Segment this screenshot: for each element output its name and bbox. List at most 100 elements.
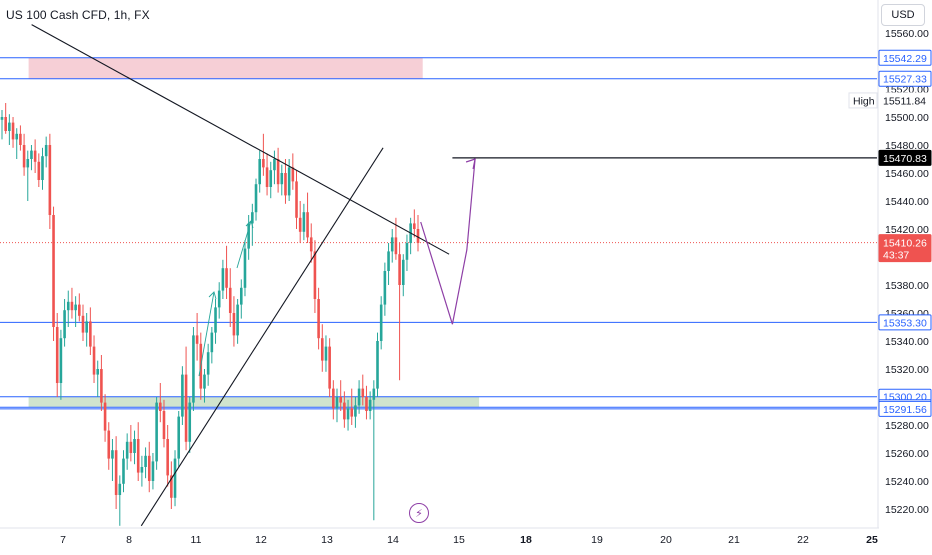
candle-body	[350, 408, 354, 417]
candle-body	[85, 321, 88, 333]
y-tick-label: 15320.00	[885, 364, 929, 376]
candle-body	[92, 346, 96, 375]
candle-body	[8, 122, 11, 131]
candle-body	[0, 117, 4, 120]
candle-body	[413, 223, 416, 229]
candle-body	[33, 150, 37, 162]
x-tick-label: 15	[453, 534, 465, 546]
candle-body	[192, 335, 195, 403]
impulse-arrow	[198, 291, 215, 377]
x-tick-label: 21	[728, 534, 740, 546]
candle-body	[306, 212, 309, 238]
countdown-label: 43:37	[883, 250, 909, 262]
candle-body	[416, 229, 420, 243]
candle-body	[166, 439, 169, 476]
price-label-box	[878, 400, 932, 417]
candle-body	[401, 259, 405, 285]
candle-body	[52, 215, 55, 327]
candle-body	[239, 287, 243, 305]
y-tick-label: 15220.00	[885, 504, 929, 516]
projection-arrowhead	[465, 158, 476, 170]
price-label-box	[878, 234, 932, 263]
candles-layer	[0, 103, 420, 526]
candle-body	[251, 212, 254, 224]
candle-body	[173, 458, 177, 498]
candle-body	[368, 399, 372, 411]
price-axis-background	[878, 0, 932, 550]
candle-body	[184, 374, 188, 442]
candle-body	[162, 411, 166, 439]
trend-layer	[31, 24, 476, 527]
candle-body	[100, 369, 103, 403]
price-label-box	[878, 49, 932, 66]
candle-body	[37, 161, 41, 180]
y-tick-label: 15260.00	[885, 448, 929, 460]
candle-body	[111, 450, 114, 459]
ascending-trendline	[140, 147, 384, 527]
replay-icon[interactable]: ⚡	[409, 503, 429, 523]
candle-body	[284, 173, 287, 196]
candle-body	[195, 335, 199, 344]
price-label-box	[878, 70, 932, 87]
candle-body	[365, 397, 368, 411]
candle-body	[103, 402, 107, 431]
candle-body	[19, 133, 22, 145]
candle-body	[302, 212, 306, 232]
y-tick-label: 15280.00	[885, 420, 929, 432]
price-label-box	[878, 92, 932, 109]
candle-body	[273, 159, 276, 171]
candle-body	[313, 251, 317, 299]
x-tick-label: 18	[520, 534, 532, 546]
impulse-arrowhead	[245, 220, 254, 229]
candle-body	[236, 304, 239, 336]
candle-body	[247, 223, 250, 249]
candle-body	[291, 167, 295, 182]
candle-body	[357, 388, 361, 406]
y-tick-label: 15420.00	[885, 224, 929, 236]
candle-body	[376, 341, 379, 389]
y-tick-label: 15560.00	[885, 28, 929, 40]
candle-body	[354, 405, 357, 417]
candle-body	[298, 217, 302, 232]
symbol-title[interactable]: US 100 Cash CFD, 1h, FX	[6, 8, 150, 22]
candle-body	[133, 439, 136, 453]
candle-body	[78, 304, 81, 316]
price-label-box	[878, 149, 932, 166]
y-tick-label: 15340.00	[885, 336, 929, 348]
x-tick-label: 20	[660, 534, 672, 546]
candle-body	[177, 416, 181, 459]
candle-body	[140, 467, 144, 473]
candle-body	[15, 133, 19, 140]
candle-body	[114, 450, 118, 495]
candle-body	[339, 397, 342, 403]
candle-body	[188, 402, 192, 442]
time-axis-background	[0, 528, 932, 550]
time-axis: 7 8 11 12 13 14 15 18 19 20 21 22 25	[0, 527, 932, 550]
price-label-text: 15470.83	[883, 153, 927, 165]
descending-trendline	[31, 24, 450, 255]
candle-body	[328, 346, 331, 389]
candle-body	[44, 145, 48, 157]
candle-body	[155, 402, 158, 462]
candle-body	[390, 237, 394, 252]
x-tick-label: 14	[387, 534, 399, 546]
currency-button[interactable]: USD	[881, 4, 925, 26]
candle-body	[295, 181, 298, 218]
candle-body	[343, 402, 346, 420]
support-zone	[28, 396, 480, 408]
candle-body	[276, 159, 280, 185]
levels-layer	[0, 57, 877, 410]
candle-body	[372, 388, 376, 400]
candle-body	[309, 237, 313, 252]
candle-body	[210, 332, 214, 353]
impulse-arrow	[236, 220, 252, 269]
candle-body	[30, 150, 33, 159]
x-tick-label: 22	[797, 534, 809, 546]
candle-body	[147, 455, 151, 481]
price-label-text: 15353.30	[883, 317, 927, 329]
candle-body	[405, 243, 409, 260]
candle-body	[317, 299, 320, 339]
candle-body	[228, 287, 232, 313]
